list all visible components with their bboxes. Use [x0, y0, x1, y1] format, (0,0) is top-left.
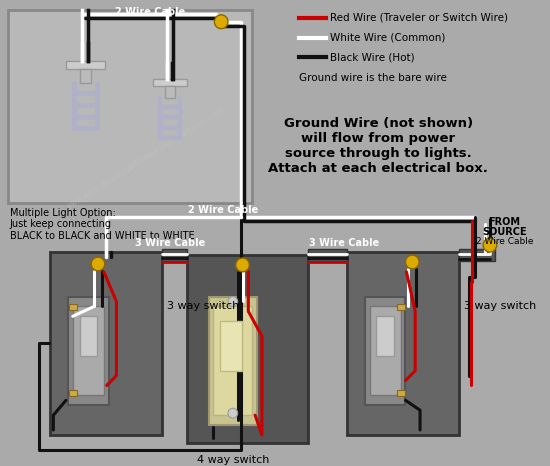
- Bar: [69, 391, 76, 397]
- Bar: [162, 253, 187, 256]
- Bar: [208, 296, 257, 425]
- Text: Red Wire (Traveler or Switch Wire): Red Wire (Traveler or Switch Wire): [330, 13, 508, 23]
- Bar: [69, 304, 76, 310]
- Bar: [309, 253, 347, 256]
- Text: 2 Wire Cable: 2 Wire Cable: [116, 7, 185, 17]
- Bar: [162, 249, 187, 261]
- Bar: [153, 79, 187, 86]
- Bar: [8, 10, 252, 203]
- Text: 2 Wire Cable: 2 Wire Cable: [476, 237, 533, 246]
- Bar: [164, 86, 175, 98]
- Text: Black Wire (Hot): Black Wire (Hot): [330, 52, 415, 62]
- Bar: [459, 249, 495, 261]
- Bar: [309, 249, 347, 261]
- Bar: [370, 307, 400, 395]
- Text: 3 Wire Cable: 3 Wire Cable: [135, 238, 205, 248]
- Bar: [73, 307, 104, 395]
- Circle shape: [91, 257, 104, 271]
- Text: FROM: FROM: [488, 218, 520, 227]
- Text: 3 way switch: 3 way switch: [464, 302, 536, 311]
- Bar: [220, 321, 241, 370]
- Text: www.easy-do-yourself-home-improvements.com: www.easy-do-yourself-home-improvements.c…: [65, 105, 226, 211]
- Bar: [213, 307, 252, 415]
- Text: Ground Wire (not shown)
will flow from power
source through to lights.
Attach at: Ground Wire (not shown) will flow from p…: [268, 117, 488, 175]
- Bar: [365, 296, 405, 405]
- Text: SOURCE: SOURCE: [482, 227, 527, 237]
- Circle shape: [214, 15, 228, 29]
- Bar: [68, 296, 109, 405]
- Bar: [80, 69, 91, 83]
- Bar: [51, 252, 162, 435]
- Bar: [347, 252, 459, 435]
- Bar: [187, 255, 309, 443]
- Bar: [376, 316, 394, 356]
- Circle shape: [228, 296, 238, 307]
- Text: 4 way switch: 4 way switch: [197, 455, 269, 465]
- Circle shape: [405, 255, 419, 269]
- Text: Ground wire is the bare wire: Ground wire is the bare wire: [299, 73, 447, 83]
- Bar: [80, 316, 97, 356]
- Circle shape: [483, 238, 497, 252]
- Text: Multiple Light Option:
Just keep connecting
BLACK to BLACK and WHITE to WHITE: Multiple Light Option: Just keep connect…: [10, 207, 194, 241]
- Circle shape: [228, 408, 238, 418]
- Text: White Wire (Common): White Wire (Common): [330, 33, 445, 42]
- Text: 2 Wire Cable: 2 Wire Cable: [188, 206, 258, 215]
- Bar: [66, 62, 104, 69]
- Circle shape: [236, 258, 249, 272]
- Text: 3 Wire Cable: 3 Wire Cable: [309, 238, 379, 248]
- Bar: [397, 304, 405, 310]
- Text: 3 way switch: 3 way switch: [167, 302, 239, 311]
- Bar: [397, 391, 405, 397]
